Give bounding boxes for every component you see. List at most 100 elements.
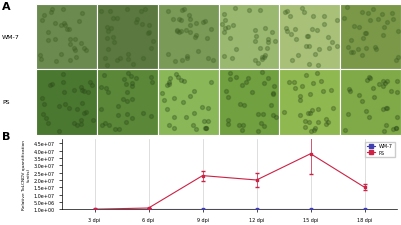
Point <box>111 127 118 131</box>
Point <box>365 12 371 15</box>
Point <box>359 54 365 57</box>
Point <box>265 41 271 45</box>
Point <box>202 127 209 131</box>
Point <box>123 83 130 86</box>
Point <box>83 49 89 53</box>
Point <box>124 113 130 117</box>
FancyBboxPatch shape <box>158 70 219 135</box>
Point <box>303 45 309 48</box>
Point <box>350 51 357 54</box>
Point <box>380 85 387 88</box>
Point <box>259 58 265 61</box>
FancyBboxPatch shape <box>97 4 158 70</box>
Point <box>41 102 47 106</box>
Point <box>105 91 111 95</box>
Point <box>67 59 73 63</box>
Point <box>107 10 113 14</box>
Point <box>309 28 315 32</box>
Point <box>394 116 400 120</box>
Point <box>133 21 140 25</box>
Point <box>164 84 170 88</box>
Point <box>170 127 177 130</box>
FancyBboxPatch shape <box>36 4 97 70</box>
Point <box>174 30 180 34</box>
Point <box>74 108 81 112</box>
Point <box>203 127 209 130</box>
Point <box>381 130 387 133</box>
Point <box>184 55 190 58</box>
Point <box>204 37 211 41</box>
Point <box>322 123 329 126</box>
Point <box>255 112 261 116</box>
Point <box>383 124 389 127</box>
Point <box>123 120 129 124</box>
Point <box>223 90 230 93</box>
Point <box>148 47 154 51</box>
Point <box>87 81 93 85</box>
Point <box>393 127 399 131</box>
Point <box>75 20 82 24</box>
Point <box>227 71 233 75</box>
Point <box>103 64 110 67</box>
Point <box>83 111 89 114</box>
Point <box>106 124 113 127</box>
Point <box>166 81 172 85</box>
Point <box>221 54 228 58</box>
Point <box>62 24 68 27</box>
Point <box>303 74 309 77</box>
Point <box>383 80 390 83</box>
Point <box>282 11 288 14</box>
Point <box>174 76 181 79</box>
Point <box>370 87 377 90</box>
Point <box>79 88 85 92</box>
Point <box>306 120 313 124</box>
Point <box>203 127 209 130</box>
Point <box>233 48 240 52</box>
Point <box>58 24 65 27</box>
Point <box>109 18 116 21</box>
Point <box>282 27 289 31</box>
Point <box>316 48 322 52</box>
Point <box>173 29 180 33</box>
Point <box>272 116 279 119</box>
Point <box>257 47 263 50</box>
Point <box>366 76 373 79</box>
Point <box>254 129 261 133</box>
Point <box>315 108 321 112</box>
Point <box>356 26 363 30</box>
Point <box>102 57 108 61</box>
Point <box>132 77 139 81</box>
Point <box>297 113 303 117</box>
Point <box>114 58 120 62</box>
Point <box>284 10 290 14</box>
Point <box>149 81 156 85</box>
Point <box>201 120 208 123</box>
Point <box>73 56 79 59</box>
Point <box>315 121 321 124</box>
Point <box>79 12 85 15</box>
Point <box>125 72 132 75</box>
Point <box>292 28 298 31</box>
Point <box>192 22 199 26</box>
Point <box>61 91 67 94</box>
Point <box>225 27 232 30</box>
Point <box>121 78 127 81</box>
Point <box>249 91 255 94</box>
Point <box>190 124 196 128</box>
Point <box>238 84 245 88</box>
Point <box>192 36 198 39</box>
Point <box>320 15 327 18</box>
Point <box>180 8 187 12</box>
Point <box>245 77 251 81</box>
Point <box>176 32 182 35</box>
Point <box>347 39 354 43</box>
FancyBboxPatch shape <box>219 4 279 70</box>
Point <box>261 81 267 85</box>
Point <box>253 35 259 38</box>
Point <box>49 8 55 11</box>
Point <box>110 36 116 40</box>
Point <box>77 118 84 122</box>
Point <box>262 54 269 58</box>
Point <box>101 74 108 78</box>
Point <box>124 100 130 103</box>
